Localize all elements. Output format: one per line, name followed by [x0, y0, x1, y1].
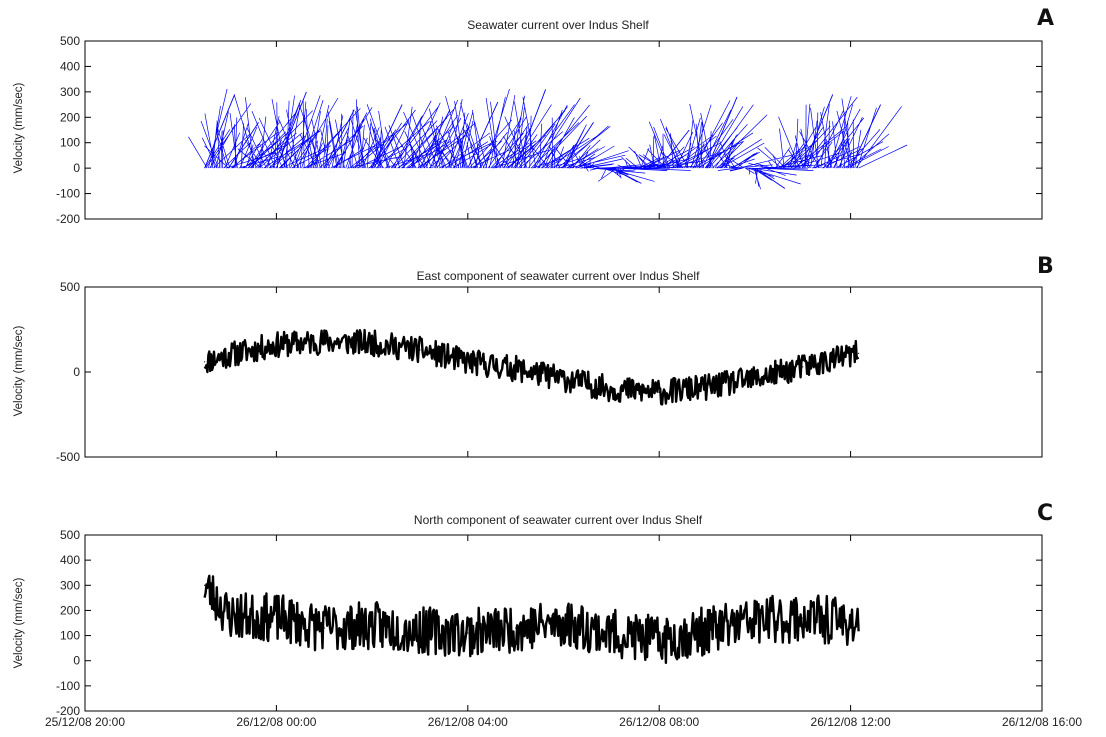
current-stick	[754, 167, 786, 189]
panel-c-ylabel: Velocity (mm/sec)	[13, 577, 25, 668]
data-point	[323, 627, 325, 629]
data-point	[857, 622, 860, 624]
data-point	[562, 378, 565, 380]
data-point	[467, 361, 469, 363]
data-point	[227, 614, 230, 617]
data-point	[275, 344, 277, 346]
current-stick	[204, 94, 236, 169]
data-point	[371, 624, 373, 627]
data-point	[419, 349, 421, 351]
current-stick	[611, 167, 642, 184]
panel-a: Seawater current over Indus Shelf Veloci…	[13, 6, 1054, 226]
data-point	[515, 627, 517, 629]
y-tick-label: 500	[60, 280, 80, 294]
panel-a-axes	[84, 40, 1043, 220]
data-point	[562, 622, 565, 624]
y-tick-label: 300	[60, 85, 80, 99]
panel-a-title: Seawater current over Indus Shelf	[467, 18, 649, 32]
data-point	[227, 354, 230, 356]
data-point	[658, 391, 660, 393]
panel-b-plot: -500 0 500	[56, 280, 1043, 464]
panel-c-title: North component of seawater current over…	[414, 513, 703, 527]
panel-a-ylabel: Velocity (mm/sec)	[13, 82, 25, 173]
panel-b-axes	[84, 286, 1043, 458]
panel-b-ylabel: Velocity (mm/sec)	[13, 325, 25, 416]
panel-b-title: East component of seawater current over …	[417, 269, 700, 283]
y-tick-label: 400	[60, 59, 80, 73]
current-stick	[515, 89, 547, 169]
current-stick	[850, 104, 882, 169]
y-tick-label: 400	[60, 553, 80, 567]
data-point	[204, 584, 206, 586]
panel-a-letter: A	[1037, 6, 1054, 31]
current-stick	[371, 104, 403, 169]
current-stick	[275, 91, 307, 169]
x-tick-label: 25/12/08 20:00	[45, 715, 125, 729]
data-point	[754, 378, 756, 380]
current-stick	[419, 109, 451, 169]
data-point	[610, 388, 612, 390]
data-point	[371, 342, 373, 344]
current-sticks	[188, 88, 908, 190]
current-stick	[706, 96, 738, 169]
data-point	[467, 632, 469, 634]
current-stick	[563, 122, 594, 169]
x-tick-label: 26/12/08 04:00	[428, 715, 508, 729]
panel-c: North component of seawater current over…	[13, 501, 1082, 729]
panel-a-plot: -200 -100 0 100 200 300 400 500	[56, 34, 1043, 226]
current-stick	[802, 94, 834, 169]
y-tick-label: -200	[56, 212, 80, 226]
data-point	[515, 368, 517, 370]
x-tick-label: 26/12/08 08:00	[619, 715, 699, 729]
series-line	[203, 328, 860, 406]
data-point	[754, 619, 756, 622]
y-tick-label: 0	[73, 365, 80, 379]
series-line	[203, 574, 860, 664]
panel-b-letter: B	[1037, 254, 1054, 279]
data-point	[857, 352, 860, 354]
data-point	[419, 629, 421, 632]
y-tick-label: -100	[56, 679, 80, 693]
y-tick-label: -500	[56, 450, 80, 464]
y-tick-label: 100	[60, 136, 80, 150]
data-point	[658, 640, 660, 642]
y-tick-label: 0	[73, 161, 80, 175]
data-point	[706, 386, 708, 388]
data-point	[706, 629, 708, 632]
panel-c-axes	[84, 534, 1043, 712]
data-point	[323, 340, 325, 342]
y-tick-label: 300	[60, 578, 80, 592]
x-tick-label: 26/12/08 12:00	[811, 715, 891, 729]
y-tick-label: 500	[60, 34, 80, 48]
current-stick	[658, 129, 690, 169]
y-tick-label: -100	[56, 187, 80, 201]
y-tick-label: 0	[73, 654, 80, 668]
data-point	[802, 366, 804, 368]
y-tick-label: -200	[56, 704, 80, 718]
data-point	[275, 617, 277, 619]
data-point	[204, 361, 206, 363]
panel-b: East component of seawater current over …	[13, 254, 1054, 464]
y-tick-label: 200	[60, 603, 80, 617]
x-tick-label: 26/12/08 16:00	[1002, 715, 1082, 729]
panel-c-plot: -200 -100 0 100 200 300 400 500 25/12/08 20:00 26…	[45, 528, 1082, 729]
y-tick-label: 200	[60, 110, 80, 124]
panel-c-letter: C	[1037, 501, 1053, 526]
data-point	[610, 632, 612, 634]
current-stick	[323, 109, 355, 169]
y-tick-label: 100	[60, 629, 80, 643]
data-point	[802, 617, 804, 619]
current-stick	[228, 122, 259, 169]
y-tick-label: 500	[60, 528, 80, 542]
current-stick	[467, 101, 499, 169]
x-tick-label: 26/12/08 00:00	[236, 715, 316, 729]
